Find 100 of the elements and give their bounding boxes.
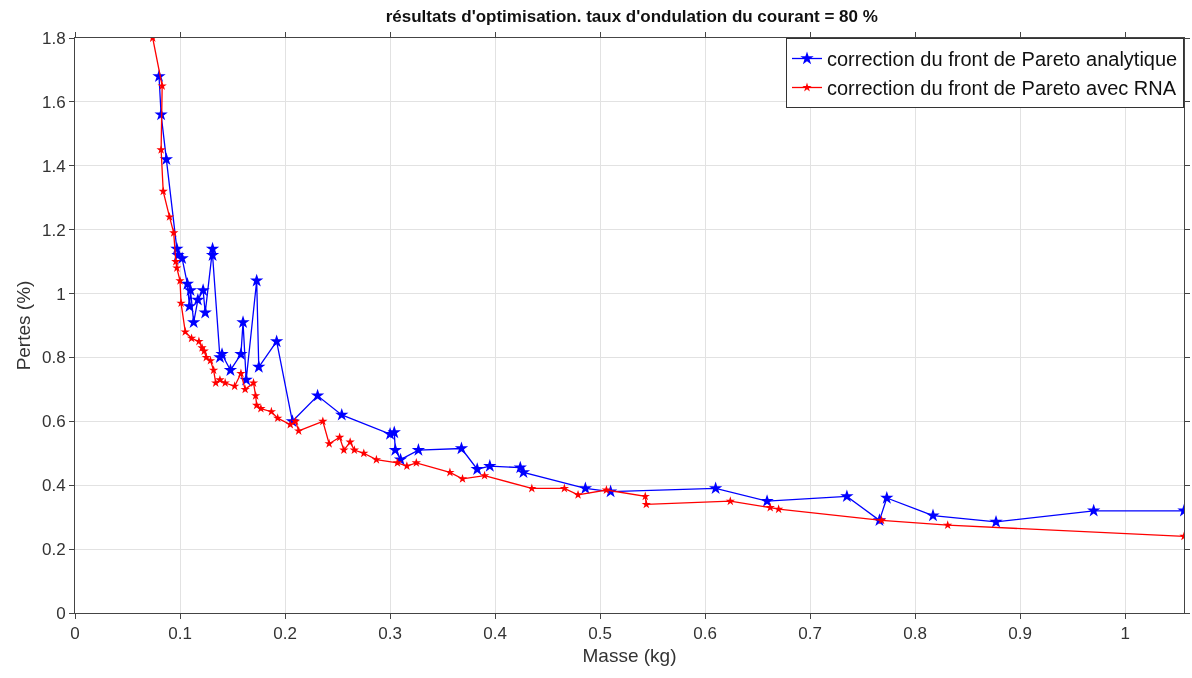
point [191, 292, 205, 306]
point [215, 374, 225, 384]
point [559, 483, 570, 493]
point [989, 514, 1003, 528]
point [187, 315, 201, 328]
point [250, 390, 261, 400]
point [215, 347, 229, 360]
point [573, 489, 583, 499]
point [156, 144, 166, 154]
point [335, 407, 349, 421]
x-axis-title: Masse (kg) [582, 645, 677, 667]
x-tick-label: 0.5 [588, 624, 612, 644]
point [220, 378, 230, 387]
y-tick-label: 1.4 [41, 156, 66, 176]
point [324, 438, 334, 448]
point [186, 333, 197, 343]
point [1087, 503, 1101, 517]
point [640, 491, 650, 501]
point [926, 508, 940, 522]
point [334, 432, 345, 442]
point [240, 384, 250, 394]
y-tick-label: 1.2 [41, 220, 66, 240]
point [840, 489, 854, 503]
point [198, 305, 212, 319]
point [760, 494, 774, 507]
point [205, 355, 216, 365]
point [470, 462, 484, 475]
point [310, 388, 325, 402]
y-tick-label: 0 [56, 603, 66, 623]
point [345, 437, 355, 447]
point [196, 283, 210, 297]
x-tick-label: 0.2 [273, 624, 297, 644]
point [172, 263, 182, 272]
point [285, 419, 295, 429]
point [180, 326, 190, 336]
y-tick-label: 1.8 [41, 28, 66, 48]
point [194, 336, 204, 346]
point [252, 360, 266, 373]
point [236, 368, 246, 378]
point [371, 454, 382, 464]
point [392, 457, 403, 467]
point [483, 459, 497, 472]
point [175, 275, 185, 285]
point [208, 365, 219, 375]
point [876, 515, 887, 525]
point [388, 443, 402, 456]
x-tick-label: 0.7 [798, 624, 822, 644]
point [169, 227, 179, 237]
legend-label: correction du front de Pareto avec RNA [827, 77, 1177, 100]
point [457, 473, 468, 483]
point [157, 81, 167, 90]
point [773, 504, 784, 514]
point [223, 363, 238, 376]
point [880, 491, 894, 504]
chart-title: résultats d'optimisation. taux d'ondulation du courant = 80 % [385, 7, 878, 27]
y-tick-label: 1 [56, 284, 66, 304]
point [159, 152, 174, 166]
point [765, 502, 775, 512]
point [516, 465, 531, 479]
point [183, 283, 198, 297]
x-tick-label: 0.8 [903, 624, 927, 644]
point [158, 186, 168, 196]
legend-label: correction du front de Pareto analytique [827, 48, 1178, 71]
point [479, 470, 490, 480]
point [318, 416, 328, 426]
point [294, 426, 304, 435]
point [234, 347, 248, 360]
point [290, 416, 301, 426]
x-tick-label: 0.9 [1008, 624, 1032, 644]
point [248, 378, 259, 387]
point [387, 425, 401, 439]
point [578, 481, 593, 495]
x-tick-label: 0.4 [483, 624, 507, 644]
y-tick-label: 0.4 [41, 476, 66, 496]
point [454, 441, 469, 455]
point [339, 445, 349, 455]
point [269, 334, 284, 348]
point [445, 467, 455, 477]
y-tick-label: 1.6 [41, 92, 66, 112]
y-axis-title: Pertes (%) [12, 280, 34, 371]
point [182, 299, 197, 312]
point [250, 273, 264, 287]
point [164, 211, 175, 221]
point [411, 443, 426, 456]
point [411, 457, 421, 467]
point [256, 403, 266, 413]
point [171, 256, 181, 266]
y-tick-label: 0.2 [41, 540, 66, 560]
x-tick-label: 0.1 [168, 624, 192, 644]
point [229, 381, 240, 391]
y-tick-label: 0.6 [41, 412, 66, 432]
x-tick-label: 0.6 [693, 624, 717, 644]
x-tick-label: 0 [70, 624, 80, 644]
point [641, 499, 651, 509]
x-tick-label: 0.3 [378, 624, 402, 644]
x-tick-label: 1 [1120, 624, 1130, 644]
point [236, 315, 250, 328]
point [708, 481, 723, 495]
y-tick-label: 0.8 [41, 348, 66, 368]
point [527, 483, 537, 493]
